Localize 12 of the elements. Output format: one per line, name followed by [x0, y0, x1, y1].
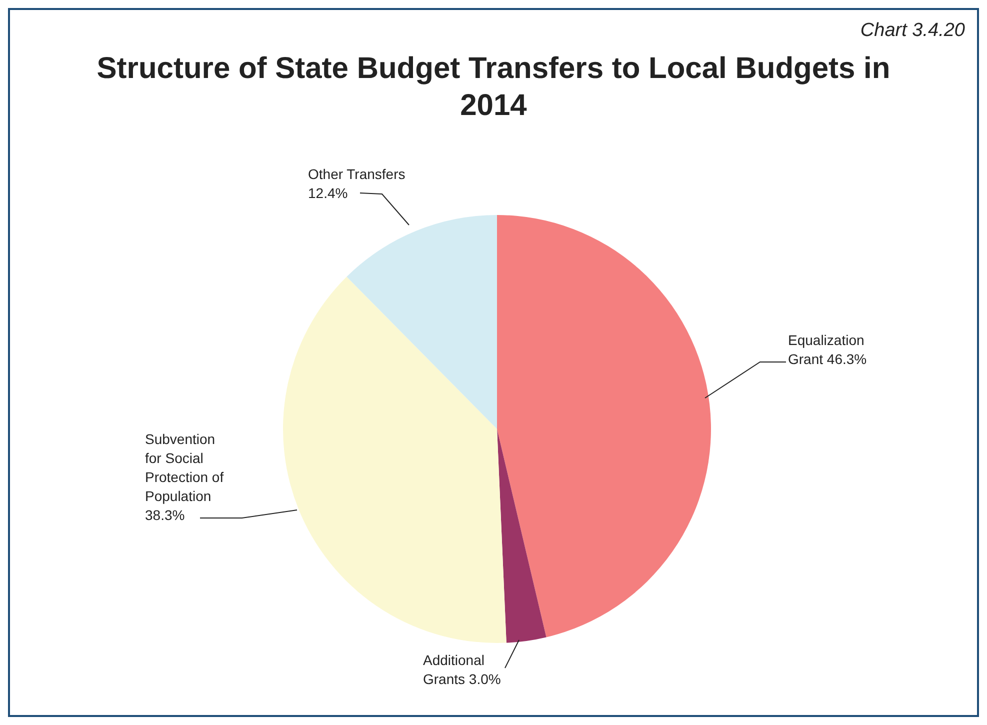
- pie-slice: [346, 215, 497, 429]
- chart-title: Structure of State Budget Transfers to Local Budgets in 2014: [96, 51, 892, 124]
- slice-label: Additional Grants 3.0%: [423, 652, 501, 687]
- pie-slice: [497, 429, 546, 643]
- data-label: 38.3%: [145, 507, 185, 523]
- pie-slice: [497, 215, 711, 638]
- slice-label: Subvention for Social Protection of Population: [145, 431, 224, 504]
- slice-label: Other Transfers: [308, 166, 406, 182]
- pie-slice: [283, 276, 506, 643]
- caption: Chart 3.4.20: [860, 20, 965, 42]
- data-label: 12.4%: [308, 185, 348, 201]
- slice-label: Equalization Grant 46.3%: [788, 332, 867, 367]
